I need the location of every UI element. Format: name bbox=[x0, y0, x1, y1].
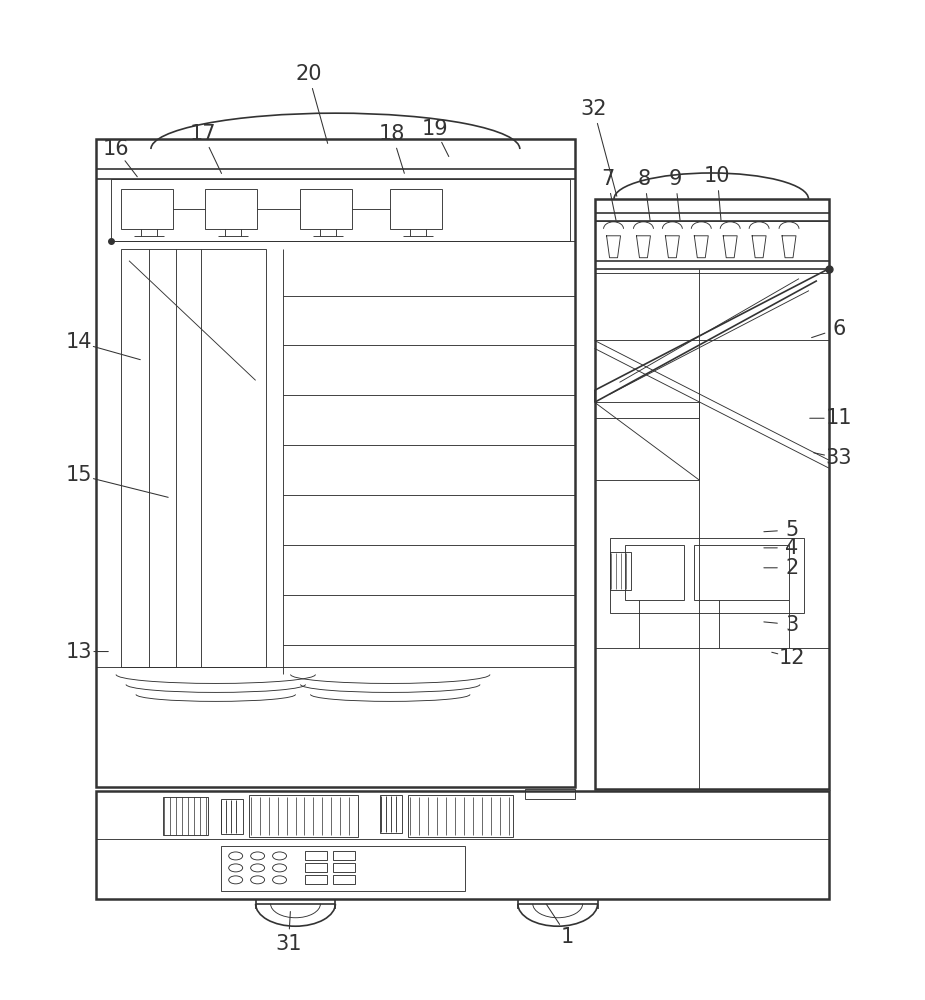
Text: 9: 9 bbox=[669, 169, 682, 189]
Text: 20: 20 bbox=[295, 64, 322, 84]
Bar bbox=[390, 189, 442, 229]
Bar bbox=[305, 851, 327, 860]
Text: 12: 12 bbox=[779, 648, 806, 668]
Text: 19: 19 bbox=[422, 119, 449, 139]
Bar bbox=[695, 545, 789, 600]
Bar bbox=[595, 199, 829, 789]
Text: 10: 10 bbox=[704, 166, 731, 186]
Text: 31: 31 bbox=[276, 934, 302, 954]
Text: 18: 18 bbox=[379, 124, 405, 144]
Text: 17: 17 bbox=[190, 124, 216, 144]
Text: 4: 4 bbox=[785, 538, 798, 558]
Text: 33: 33 bbox=[826, 448, 852, 468]
Ellipse shape bbox=[251, 864, 265, 872]
Text: 2: 2 bbox=[785, 558, 798, 578]
Polygon shape bbox=[695, 236, 709, 258]
Text: 3: 3 bbox=[785, 615, 798, 635]
Bar bbox=[333, 851, 355, 860]
Bar bbox=[96, 791, 829, 899]
Ellipse shape bbox=[273, 876, 287, 884]
Ellipse shape bbox=[228, 852, 242, 860]
Text: 15: 15 bbox=[66, 465, 92, 485]
Ellipse shape bbox=[251, 852, 265, 860]
Polygon shape bbox=[782, 236, 796, 258]
Polygon shape bbox=[665, 236, 679, 258]
Bar bbox=[221, 799, 242, 834]
Polygon shape bbox=[607, 236, 621, 258]
Text: 5: 5 bbox=[785, 520, 798, 540]
Text: 14: 14 bbox=[66, 332, 92, 352]
Bar bbox=[96, 139, 574, 787]
Bar bbox=[333, 863, 355, 872]
Bar bbox=[610, 552, 632, 590]
Bar bbox=[249, 795, 358, 837]
Bar bbox=[408, 795, 512, 837]
Ellipse shape bbox=[228, 864, 242, 872]
Bar bbox=[163, 797, 208, 835]
Text: 13: 13 bbox=[66, 642, 92, 662]
Bar bbox=[121, 189, 173, 229]
Bar bbox=[121, 249, 265, 667]
Bar bbox=[524, 789, 574, 799]
Bar bbox=[624, 545, 684, 600]
Bar bbox=[305, 875, 327, 884]
Bar bbox=[301, 189, 352, 229]
Bar bbox=[204, 189, 256, 229]
Text: 16: 16 bbox=[103, 139, 130, 159]
Bar bbox=[333, 875, 355, 884]
Polygon shape bbox=[723, 236, 737, 258]
Text: 8: 8 bbox=[638, 169, 651, 189]
Polygon shape bbox=[636, 236, 650, 258]
Text: 6: 6 bbox=[832, 319, 845, 339]
Bar bbox=[610, 538, 804, 613]
Bar bbox=[595, 221, 829, 273]
Ellipse shape bbox=[273, 852, 287, 860]
Bar bbox=[111, 179, 570, 241]
Bar bbox=[221, 846, 465, 891]
Ellipse shape bbox=[228, 876, 242, 884]
Text: 32: 32 bbox=[580, 99, 607, 119]
Text: 1: 1 bbox=[561, 927, 574, 947]
Text: 11: 11 bbox=[826, 408, 852, 428]
Polygon shape bbox=[752, 236, 766, 258]
Ellipse shape bbox=[273, 864, 287, 872]
Ellipse shape bbox=[251, 876, 265, 884]
Bar bbox=[305, 863, 327, 872]
Text: 7: 7 bbox=[601, 169, 614, 189]
Bar bbox=[380, 795, 402, 833]
